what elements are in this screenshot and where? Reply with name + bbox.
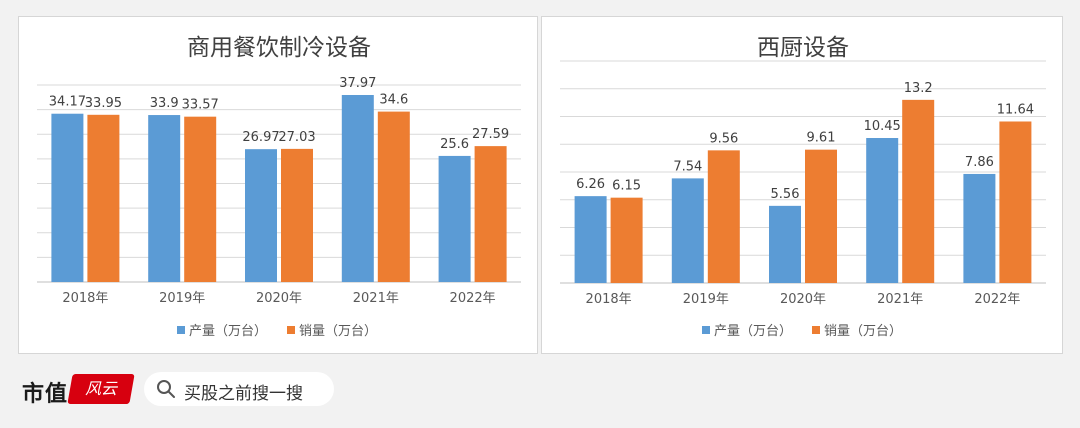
bar-sales — [805, 149, 837, 283]
bar-production — [866, 138, 899, 283]
bar-production — [963, 173, 996, 283]
data-label: 7.86 — [965, 155, 994, 170]
legend-label-sales: 销量（万台） — [299, 324, 377, 339]
bar-production — [438, 155, 471, 282]
data-label: 7.54 — [673, 159, 702, 174]
bar-sales — [707, 150, 740, 283]
legend-swatch-production — [702, 326, 710, 334]
brand-name: 市值 — [22, 382, 69, 407]
legend-swatch-sales — [812, 326, 820, 334]
footer-bar: 市值 风云 买股之前搜一搜 — [0, 358, 1080, 428]
data-label: 26.97 — [242, 130, 279, 145]
data-label: 5.56 — [771, 187, 800, 202]
x-tick-label: 2021年 — [877, 292, 923, 307]
chart-panel-commercial-refrigeration: 商用餐饮制冷设备 34.17 33.95 2018年 33.9 33.57 2019年 26.… — [18, 16, 538, 354]
search-icon — [157, 380, 175, 398]
data-label: 9.61 — [807, 131, 836, 146]
data-label: 6.26 — [576, 177, 605, 192]
bar-sales — [610, 197, 643, 283]
chart-title: 商用餐饮制冷设备 — [187, 35, 371, 61]
bar-sales — [999, 121, 1032, 284]
data-label: 37.97 — [339, 76, 376, 91]
x-tick-label: 2019年 — [159, 291, 205, 306]
data-label: 11.64 — [997, 102, 1034, 117]
data-label: 27.59 — [472, 127, 509, 142]
x-tick-label: 2018年 — [62, 291, 108, 306]
bar-sales — [87, 114, 120, 282]
legend-swatch-production — [177, 326, 185, 334]
brand-logo-text: 风云 — [84, 379, 117, 398]
data-label: 10.45 — [864, 119, 901, 134]
x-tick-label: 2018年 — [586, 292, 632, 307]
bar-production — [341, 94, 374, 283]
data-label: 33.9 — [150, 96, 179, 111]
x-tick-label: 2020年 — [256, 291, 302, 306]
data-label: 33.95 — [85, 96, 122, 111]
legend-label-sales: 销量（万台） — [824, 324, 902, 339]
x-tick-label: 2020年 — [780, 292, 826, 307]
data-label: 33.57 — [182, 98, 219, 113]
bar-sales — [281, 148, 313, 282]
bar-production — [148, 115, 181, 282]
bar-sales — [902, 99, 935, 283]
bar-sales — [184, 116, 217, 282]
bar-production — [245, 149, 277, 282]
bar-sales — [377, 111, 410, 282]
data-label: 25.6 — [440, 137, 469, 152]
data-label: 34.6 — [379, 93, 408, 108]
x-tick-label: 2021年 — [353, 291, 399, 306]
legend-label-production: 产量（万台） — [189, 324, 267, 339]
data-label: 6.15 — [612, 179, 641, 194]
data-label: 34.17 — [49, 95, 86, 110]
chart-western-kitchen: 西厨设备 6.26 6.15 2018年 7.54 9.56 2019年 5.56 9.61 20… — [560, 35, 1046, 339]
chart-panel-western-kitchen: 西厨设备 6.26 6.15 2018年 7.54 9.56 2019年 5.56 9.61 20… — [541, 16, 1063, 354]
data-label: 27.03 — [278, 130, 315, 145]
data-label: 13.2 — [904, 81, 933, 96]
bar-production — [671, 178, 704, 283]
search-box[interactable]: 买股之前搜一搜 — [144, 372, 334, 406]
search-text: 买股之前搜一搜 — [184, 384, 303, 404]
legend-label-production: 产量（万台） — [714, 324, 792, 339]
bar-sales — [474, 146, 507, 282]
bar-production — [574, 196, 607, 283]
bar-production — [51, 113, 84, 282]
bar-production — [769, 205, 801, 283]
chart-title: 西厨设备 — [757, 35, 849, 61]
legend-swatch-sales — [287, 326, 295, 334]
data-label: 9.56 — [709, 131, 738, 146]
x-tick-label: 2019年 — [683, 292, 729, 307]
brand-logo: 风云 — [67, 374, 135, 404]
x-tick-label: 2022年 — [450, 291, 496, 306]
x-tick-label: 2022年 — [974, 292, 1020, 307]
